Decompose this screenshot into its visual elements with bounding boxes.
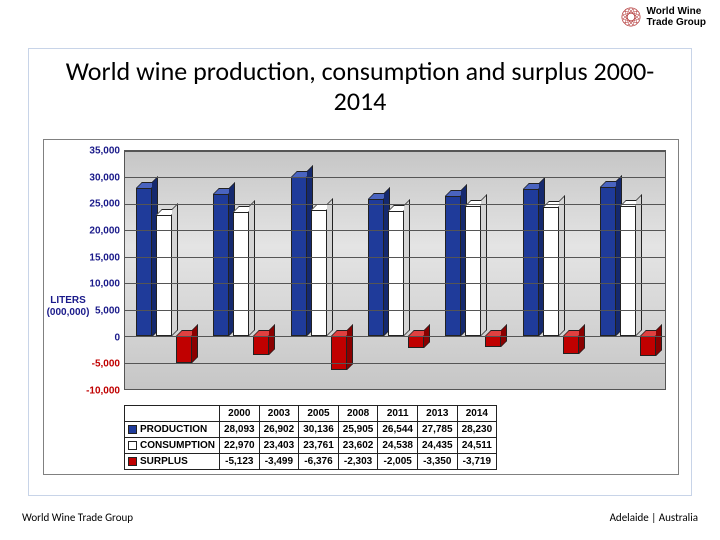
- bar-surplus-2003: [253, 336, 269, 355]
- chart-container: LITERS(000,000) 200020032005200820112013…: [43, 139, 679, 475]
- bar-production-2000: [136, 188, 152, 337]
- grid-line: [125, 151, 665, 152]
- table-header-cell: 2005: [299, 406, 339, 422]
- y-tick-label: 35,000: [89, 146, 120, 157]
- y-tick-label: 25,000: [89, 199, 120, 210]
- table-cell: 25,905: [338, 422, 378, 438]
- table-cell: 24,435: [417, 438, 457, 454]
- bar-consumption-2005: [311, 210, 327, 336]
- bar-surplus-2005: [331, 336, 347, 370]
- grid-line: [125, 283, 665, 284]
- table-cell: 28,093: [220, 422, 260, 438]
- grid-line: [125, 177, 665, 178]
- y-axis-title: LITERS(000,000): [44, 295, 92, 319]
- bar-production-2013: [523, 189, 539, 336]
- bar-surplus-2014: [640, 336, 656, 356]
- slide-frame: World wine production, consumption and s…: [28, 48, 692, 496]
- table-cell: 23,403: [259, 438, 299, 454]
- y-tick-label: 30,000: [89, 172, 120, 183]
- table-cell: -3,719: [457, 454, 497, 470]
- table-cell: 23,602: [338, 438, 378, 454]
- y-tick-label: 20,000: [89, 226, 120, 237]
- bar-consumption-2013: [543, 207, 559, 336]
- y-tick-label: 10,000: [89, 279, 120, 290]
- grid-line: [125, 257, 665, 258]
- table-header-cell: 2008: [338, 406, 378, 422]
- bar-surplus-2011: [485, 336, 501, 347]
- legend-swatch-icon: [128, 441, 137, 450]
- data-table: 2000200320052008201120132014PRODUCTION28…: [124, 405, 497, 470]
- y-tick-label: 0: [114, 332, 120, 343]
- page-title: World wine production, consumption and s…: [29, 49, 691, 127]
- table-header-cell: 2011: [378, 406, 418, 422]
- grid-line: [125, 363, 665, 364]
- y-tick-label: -10,000: [86, 386, 120, 397]
- y-tick-label: 15,000: [89, 252, 120, 263]
- table-cell: 23,761: [299, 438, 339, 454]
- table-row-header: PRODUCTION: [125, 422, 220, 438]
- bar-consumption-2014: [620, 206, 636, 336]
- table-header-cell: 2003: [259, 406, 299, 422]
- table-row-header: SURPLUS: [125, 454, 220, 470]
- footer-left: World Wine Trade Group: [22, 511, 133, 524]
- table-cell: -5,123: [220, 454, 260, 470]
- table-header-cell: 2013: [417, 406, 457, 422]
- grid-line: [125, 230, 665, 231]
- table-cell: 26,902: [259, 422, 299, 438]
- bar-surplus-2013: [563, 336, 579, 354]
- footer-right: Adelaide | Australia: [610, 511, 698, 524]
- legend-swatch-icon: [128, 457, 137, 466]
- grid-line: [125, 310, 665, 311]
- bar-surplus-2000: [176, 336, 192, 363]
- table-cell: 24,538: [378, 438, 418, 454]
- table-cell: 27,785: [417, 422, 457, 438]
- bar-production-2003: [213, 194, 229, 336]
- y-tick-label: -5,000: [92, 359, 120, 370]
- plot-area: [124, 150, 666, 390]
- table-header-cell: 2000: [220, 406, 260, 422]
- table-cell: -6,376: [299, 454, 339, 470]
- bar-production-2011: [445, 196, 461, 336]
- grid-line: [125, 389, 665, 390]
- table-cell: 24,511: [457, 438, 497, 454]
- bar-consumption-2011: [465, 206, 481, 336]
- bar-production-2014: [600, 187, 616, 336]
- table-cell: -3,350: [417, 454, 457, 470]
- table-header-cell: 2014: [457, 406, 497, 422]
- table-cell: -2,005: [378, 454, 418, 470]
- table-cell: 22,970: [220, 438, 260, 454]
- table-row-header: CONSUMPTION: [125, 438, 220, 454]
- table-cell: 28,230: [457, 422, 497, 438]
- y-tick-label: 5,000: [95, 306, 120, 317]
- brand-name: World WineTrade Group: [647, 6, 706, 28]
- bar-production-2008: [368, 199, 384, 336]
- bar-consumption-2000: [156, 215, 172, 336]
- table-cell: 26,544: [378, 422, 418, 438]
- table-cell: -3,499: [259, 454, 299, 470]
- table-cell: 30,136: [299, 422, 339, 438]
- grid-line: [125, 336, 665, 337]
- table-cell: -2,303: [338, 454, 378, 470]
- globe-logo-icon: [620, 6, 642, 28]
- bar-surplus-2008: [408, 336, 424, 348]
- legend-swatch-icon: [128, 425, 137, 434]
- grid-line: [125, 204, 665, 205]
